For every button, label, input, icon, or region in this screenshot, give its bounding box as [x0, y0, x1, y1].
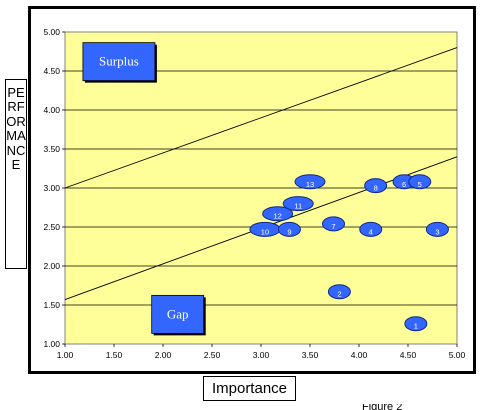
x-tick-label: 1.50: [106, 350, 123, 360]
data-point-marker: [262, 206, 294, 222]
data-points: 10 9 12 11 13 7 2 8 4 6 5 3 1: [249, 174, 449, 332]
data-point: 1: [404, 316, 428, 332]
data-point: 2: [327, 284, 351, 300]
data-point: 12: [262, 206, 294, 222]
data-point-marker: [425, 221, 449, 237]
data-point-label: 9: [287, 227, 291, 236]
region-box: [82, 42, 156, 82]
x-tick-label: 2.00: [155, 350, 172, 360]
data-point: 4: [359, 221, 383, 237]
region-labels: Surplus Gap: [82, 42, 206, 336]
x-axis-ticks: 1.00 1.50 2.00 2.50 3.00 3.50 4.00 4.50 5.00: [57, 344, 466, 360]
data-point-marker: [282, 196, 314, 212]
region-label: Gap: [167, 306, 189, 321]
y-axis-label-box: PERFORMANCE: [5, 79, 27, 269]
x-tick-label: 3.50: [302, 350, 319, 360]
data-point-label: 1: [414, 322, 418, 331]
y-tick-label: 2.00: [43, 261, 60, 271]
data-point-label: 5: [418, 180, 422, 189]
y-axis-label: PERFORMANCE: [6, 85, 26, 173]
data-point: 3: [425, 221, 449, 237]
data-point: 5: [408, 174, 432, 190]
data-point-label: 4: [369, 227, 373, 236]
x-tick-label: 4.50: [400, 350, 417, 360]
data-point-label: 7: [331, 222, 335, 231]
y-tick-label: 1.50: [43, 300, 60, 310]
data-point: 9: [277, 221, 301, 237]
data-point-marker: [359, 221, 383, 237]
data-point: 8: [364, 178, 388, 194]
y-tick-label: 4.00: [43, 105, 60, 115]
y-tick-label: 4.50: [43, 66, 60, 76]
data-point-marker: [408, 174, 432, 190]
data-point: 13: [294, 174, 326, 190]
y-tick-label: 2.50: [43, 222, 60, 232]
y-axis-ticks: 1.00 1.50 2.00 2.50 3.00 3.50 4.00 4.50 5.00: [43, 27, 65, 349]
y-tick-label: 3.00: [43, 183, 60, 193]
data-point-label: 8: [374, 184, 378, 193]
x-tick-label: 3.00: [253, 350, 270, 360]
data-point-marker: [277, 221, 301, 237]
data-point-marker: [294, 174, 326, 190]
region-box: [151, 294, 205, 334]
data-point-label: 12: [273, 212, 281, 221]
region-label: Surplus: [99, 54, 139, 69]
x-tick-label: 5.00: [449, 350, 466, 360]
data-point-label: 13: [306, 180, 314, 189]
x-tick-label: 2.50: [204, 350, 221, 360]
reference-line: [64, 47, 458, 189]
x-axis-label: Importance: [203, 376, 296, 401]
y-tick-label: 1.00: [43, 339, 60, 349]
data-point: 10: [249, 221, 281, 237]
x-tick-label: 4.00: [351, 350, 368, 360]
figure-caption: Figure 2: [362, 404, 403, 410]
data-point-label: 2: [337, 290, 341, 299]
data-point-label: 11: [294, 202, 302, 211]
data-point: 7: [322, 216, 346, 232]
data-point: 11: [282, 196, 314, 212]
data-point-marker: [404, 316, 428, 332]
data-point-marker: [364, 178, 388, 194]
y-tick-label: 3.50: [43, 144, 60, 154]
x-tick-label: 1.00: [57, 350, 74, 360]
data-point-label: 10: [261, 227, 269, 236]
data-point-label: 3: [435, 227, 439, 236]
data-point-label: 6: [402, 180, 406, 189]
data-point-marker: [322, 216, 346, 232]
data-point-marker: [327, 284, 351, 300]
y-tick-label: 5.00: [43, 27, 60, 37]
